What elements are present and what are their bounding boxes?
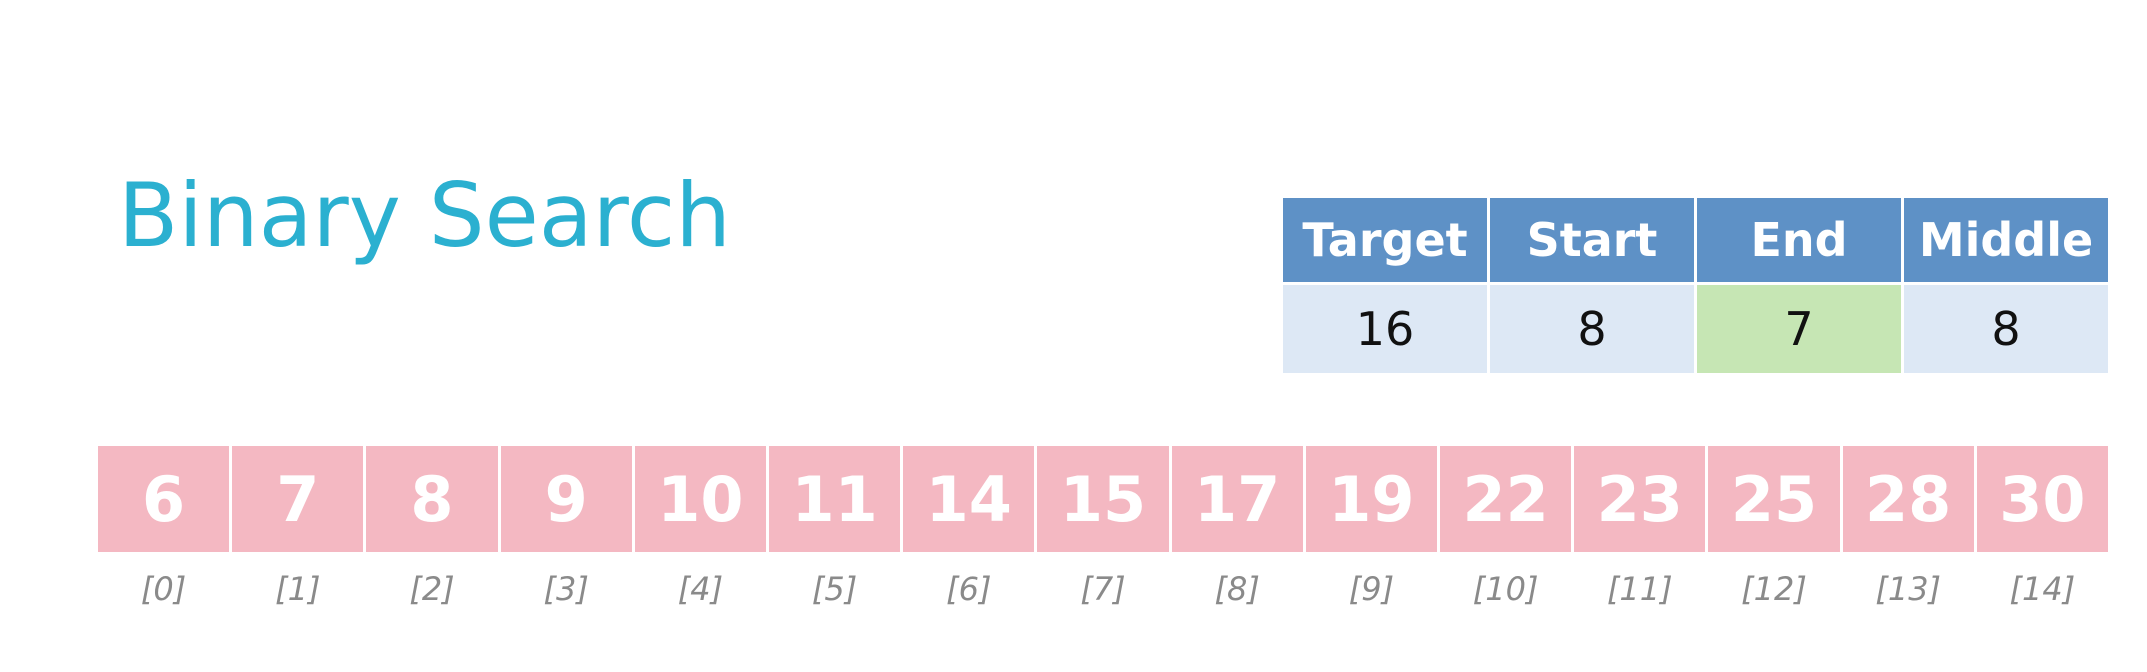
array-cell: 8 [2] bbox=[366, 446, 498, 608]
array-cell-index: [14] bbox=[2009, 570, 2076, 608]
array-cell: 22 [10] bbox=[1439, 446, 1572, 608]
middle-value: 8 bbox=[1904, 285, 2108, 373]
array-cell-index: [0] bbox=[140, 570, 187, 608]
array-cell-index: [1] bbox=[275, 570, 321, 608]
array-cell-value: 9 bbox=[500, 446, 632, 552]
array-cell-index: [12] bbox=[1741, 570, 1807, 608]
end-header: End bbox=[1697, 198, 1901, 282]
array-cell-index: [6] bbox=[946, 570, 992, 608]
array-cell-value: 15 bbox=[1037, 446, 1169, 552]
array-cell-index: [4] bbox=[677, 570, 724, 608]
array-cell-index: [10] bbox=[1472, 570, 1539, 608]
array-cell-value: 6 bbox=[98, 446, 230, 552]
array-cell-value: 23 bbox=[1574, 446, 1706, 552]
array-cell: 11 [5] bbox=[768, 446, 901, 608]
array-cell: 30 [14] bbox=[1976, 446, 2108, 608]
array-cell-value: 30 bbox=[1976, 446, 2108, 552]
array-cell: 6 [0] bbox=[98, 446, 230, 608]
array-cell: 25 [12] bbox=[1708, 446, 1840, 608]
array-cell: 10 [4] bbox=[634, 446, 766, 608]
array-cell-index: [9] bbox=[1348, 570, 1395, 608]
array-cell-index: [11] bbox=[1606, 570, 1673, 608]
array-cell: 15 [7] bbox=[1037, 446, 1169, 608]
array-cell: 7 [1] bbox=[232, 446, 364, 608]
array-cell-index: [5] bbox=[811, 570, 858, 608]
array-cell-index: [3] bbox=[543, 570, 589, 608]
array-cell-value: 11 bbox=[768, 446, 901, 552]
start-header: Start bbox=[1490, 198, 1694, 282]
array-cell: 14 [6] bbox=[903, 446, 1035, 608]
start-value: 8 bbox=[1490, 285, 1694, 373]
array-cell-index: [2] bbox=[409, 570, 455, 608]
target-value: 16 bbox=[1283, 285, 1487, 373]
middle-header: Middle bbox=[1904, 198, 2108, 282]
array-cell: 23 [11] bbox=[1574, 446, 1706, 608]
array-cell-value: 10 bbox=[634, 446, 766, 552]
array-cell-value: 19 bbox=[1305, 446, 1437, 552]
array-cell-index: [8] bbox=[1214, 570, 1260, 608]
end-value: 7 bbox=[1697, 285, 1901, 373]
array-cell: 28 [13] bbox=[1842, 446, 1974, 608]
array-cell-index: [13] bbox=[1875, 570, 1942, 608]
array-cell-value: 7 bbox=[232, 446, 364, 552]
page-title: Binary Search bbox=[118, 164, 732, 267]
array-cell: 19 [9] bbox=[1305, 446, 1437, 608]
array-cell-value: 8 bbox=[366, 446, 498, 552]
state-table: Target Start End Middle 16 8 7 8 bbox=[1283, 198, 2108, 373]
array-cell-value: 28 bbox=[1842, 446, 1974, 552]
array-cell-value: 25 bbox=[1708, 446, 1840, 552]
target-header: Target bbox=[1283, 198, 1487, 282]
array-cell-value: 22 bbox=[1439, 446, 1572, 552]
array: 6 [0] 7 [1] 8 [2] 9 [3] 10 [4] 11 [5] 14… bbox=[98, 446, 2108, 608]
array-cell-value: 17 bbox=[1171, 446, 1303, 552]
array-cell: 17 [8] bbox=[1171, 446, 1303, 608]
array-cell: 9 [3] bbox=[500, 446, 632, 608]
array-cell-index: [7] bbox=[1080, 570, 1126, 608]
array-cell-value: 14 bbox=[903, 446, 1035, 552]
